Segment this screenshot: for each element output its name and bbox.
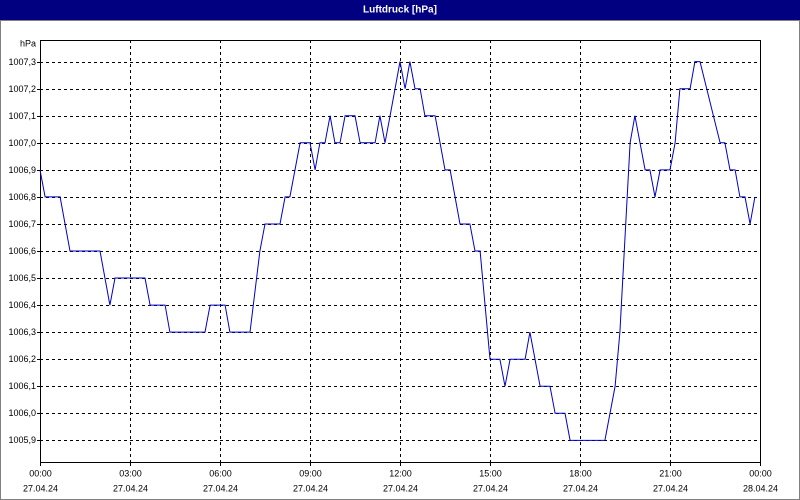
x-tick-label: 03:00 xyxy=(119,468,142,478)
y-tick-label: 1006,2 xyxy=(8,354,36,364)
x-tick-date: 28.04.24 xyxy=(743,483,778,493)
x-tick-date: 27.04.24 xyxy=(473,483,508,493)
x-tick-label: 15:00 xyxy=(479,468,502,478)
y-tick-label: 1006,1 xyxy=(8,381,36,391)
x-tick-label: 06:00 xyxy=(209,468,232,478)
y-tick-label: 1006,0 xyxy=(8,408,36,418)
y-tick-label: 1006,8 xyxy=(8,192,36,202)
x-tick-date: 27.04.24 xyxy=(293,483,328,493)
x-tick-date: 27.04.24 xyxy=(653,483,688,493)
x-tick-label: 18:00 xyxy=(569,468,592,478)
x-tick-date: 27.04.24 xyxy=(23,483,58,493)
line-series xyxy=(39,61,756,441)
y-tick-label: 1006,4 xyxy=(8,300,36,310)
y-tick-label: 1007,2 xyxy=(8,84,36,94)
y-tick-label: 1006,7 xyxy=(8,219,36,229)
y-axis-label: hPa xyxy=(20,38,36,48)
x-tick-date: 27.04.24 xyxy=(383,483,418,493)
y-tick-label: 1005,9 xyxy=(8,435,36,445)
y-tick-label: 1006,3 xyxy=(8,327,36,337)
y-tick-label: 1006,6 xyxy=(8,246,36,256)
x-tick-label: 09:00 xyxy=(299,468,322,478)
grid xyxy=(40,40,761,462)
y-tick-label: 1007,3 xyxy=(8,57,36,67)
y-tick-label: 1006,5 xyxy=(8,273,36,283)
y-tick-label: 1007,1 xyxy=(8,111,36,121)
x-tick-label: 00:00 xyxy=(29,468,52,478)
x-tick-date: 27.04.24 xyxy=(113,483,148,493)
title-bar xyxy=(0,0,800,20)
x-tick-label: 12:00 xyxy=(389,468,412,478)
x-tick-date: 27.04.24 xyxy=(563,483,598,493)
x-tick-label: 21:00 xyxy=(659,468,682,478)
x-tick-label: 00:00 xyxy=(749,468,772,478)
chart-title: Luftdruck [hPa] xyxy=(363,5,437,16)
y-tick-label: 1007,0 xyxy=(8,138,36,148)
x-tick-date: 27.04.24 xyxy=(203,483,238,493)
y-tick-label: 1006,9 xyxy=(8,165,36,175)
